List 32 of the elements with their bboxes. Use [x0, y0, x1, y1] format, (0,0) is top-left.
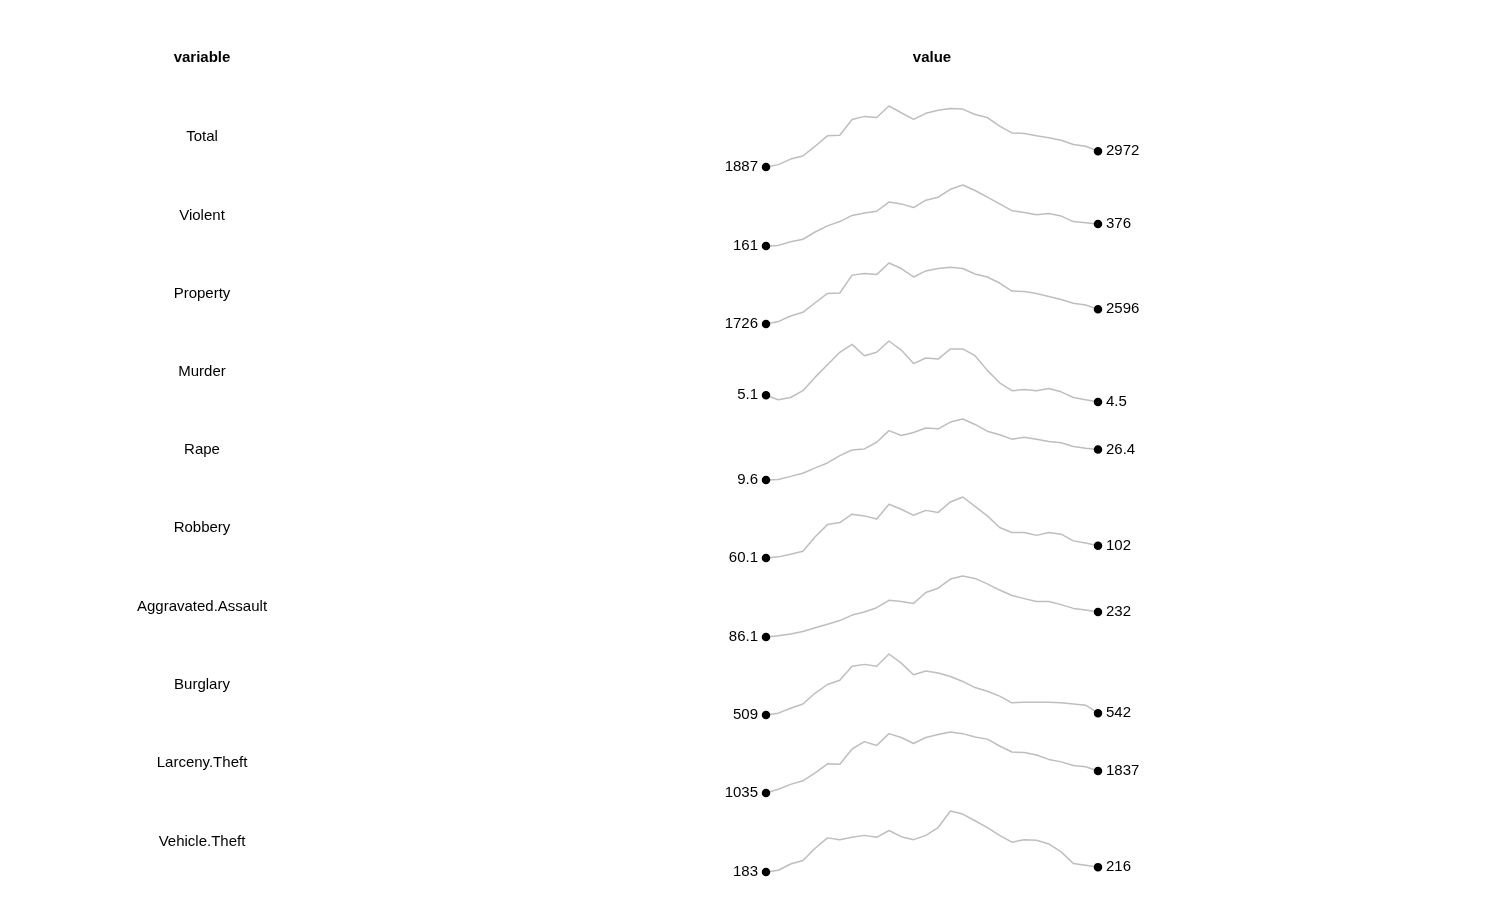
y-axis-title: Total: [186, 126, 218, 144]
data-label: 509: [732, 705, 758, 723]
y-axis-title: Larceny.Theft: [156, 752, 249, 770]
y-axis-title: Vehicle.Theft: [158, 831, 247, 849]
y-axis-title: Burglary: [174, 674, 231, 692]
data-label: 232: [1106, 602, 1132, 620]
y-axis-title: Violent: [179, 205, 226, 223]
data-label: 2972: [1106, 141, 1140, 159]
data-label: 102: [1106, 535, 1132, 553]
data-label: 1726: [724, 314, 758, 332]
data-label: 161: [732, 236, 758, 254]
data-label: 9.6: [737, 470, 758, 488]
data-label: 4.5: [1106, 392, 1127, 410]
y-axis-title: Aggravated.Assault: [136, 596, 268, 614]
data-label: 26.4: [1106, 439, 1136, 457]
y-axis-title: Robbery: [173, 517, 231, 535]
y-axis-title: Rape: [184, 439, 220, 457]
data-label: 183: [732, 862, 758, 880]
data-label: 1837: [1106, 761, 1140, 779]
y-axis-title: Murder: [178, 361, 226, 379]
data-label: 2596: [1106, 299, 1140, 317]
text: variable: [172, 48, 232, 65]
text: value: [911, 48, 953, 65]
data-label: 1887: [724, 157, 758, 175]
y-axis-title: Property: [173, 283, 231, 301]
data-label: 542: [1106, 703, 1132, 721]
data-label: 60.1: [728, 548, 758, 566]
data-label: 5.1: [737, 385, 758, 403]
data-label: 1035: [724, 783, 758, 801]
data-label: 86.1: [728, 627, 758, 645]
data-label: 376: [1106, 214, 1132, 232]
data-label: 216: [1106, 857, 1132, 875]
